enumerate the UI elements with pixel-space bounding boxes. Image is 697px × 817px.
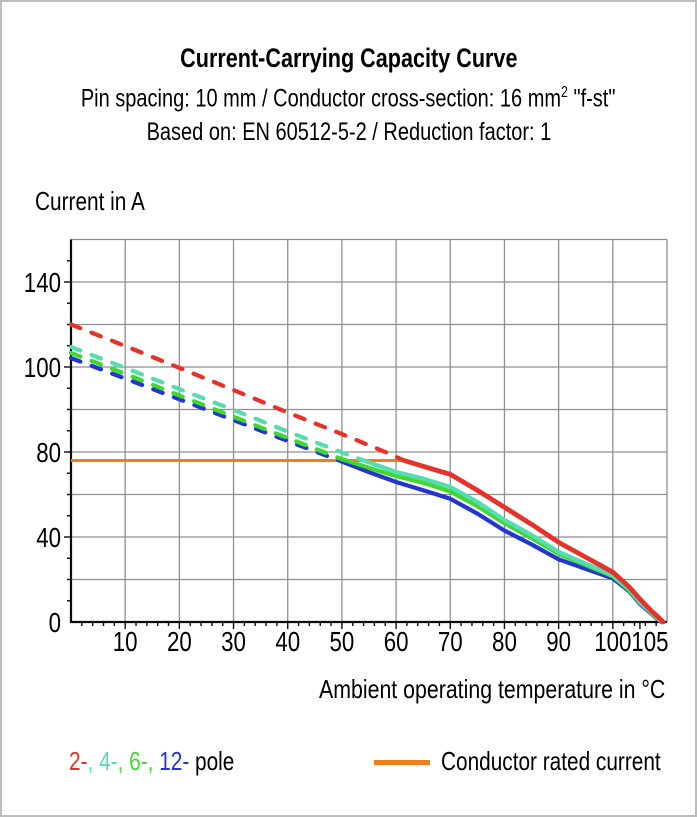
rated-current-legend-line [374,760,430,765]
legend-pole-label: 6- [129,746,148,776]
y-tick-label: 80 [36,437,61,468]
x-tick-label: 100 [594,626,631,657]
x-axis-title: Ambient operating temperature in °C [318,674,665,704]
title-block: Current-Carrying Capacity Curve Pin spac… [2,43,695,151]
curve-2-pole-solid [401,458,666,625]
x-tick-label: 60 [384,626,409,657]
curve-2-pole-dashed [68,322,407,463]
y-axis-title: Current in A [35,186,145,216]
x-tick-label: 20 [167,626,192,657]
page-title-text: Current-Carrying Capacity Curve [179,43,518,73]
subtitle-line-1: Pin spacing: 10 mm / Conductor cross-sec… [2,78,695,117]
y-tick-label: 100 [24,352,61,383]
x-tick-label: 80 [492,626,517,657]
y-tick-label: 40 [36,522,61,553]
page-title: Current-Carrying Capacity Curve [2,43,695,78]
legend-pole-label: 4- [99,746,118,776]
curve-4-pole-dashed [68,344,366,463]
rated-current-legend-label: Conductor rated current [441,746,661,776]
legend-pole-label: 12- [159,746,190,776]
legend-pole-label: , [87,746,100,776]
curve-12-pole-dashed [68,356,342,463]
legend-pole-label: 2- [69,746,88,776]
legend-pole-label: , [147,746,160,776]
subtitle-suffix: "f-st" [568,84,616,113]
x-tick-label: 40 [275,626,300,657]
x-tick-label: 90 [546,626,571,657]
subtitle-line-1-text: Pin spacing: 10 mm / Conductor cross-sec… [81,78,616,113]
subtitle-line-2: Based on: EN 60512-5-2 / Reduction facto… [2,117,695,151]
x-tick-label: 105 [631,626,668,657]
subtitle-prefix: Pin spacing: 10 mm / Conductor cross-sec… [81,84,562,113]
pole-legend: 2-, 4-, 6-, 12- pole [69,746,234,777]
x-tick-label: 70 [438,626,463,657]
legend-pole-label: , [117,746,130,776]
y-tick-label: 0 [49,607,61,638]
x-tick-label: 30 [221,626,246,657]
x-tick-label: 10 [113,626,138,657]
x-tick-label: 50 [330,626,355,657]
y-tick-label: 140 [24,267,61,298]
legend-pole-label: pole [189,746,235,776]
rated-current-legend: Conductor rated current [374,746,695,777]
curve-6-pole-dashed [68,350,349,463]
superscript-2: 2 [561,84,569,101]
subtitle-line-2-text: Based on: EN 60512-5-2 / Reduction facto… [146,118,551,147]
